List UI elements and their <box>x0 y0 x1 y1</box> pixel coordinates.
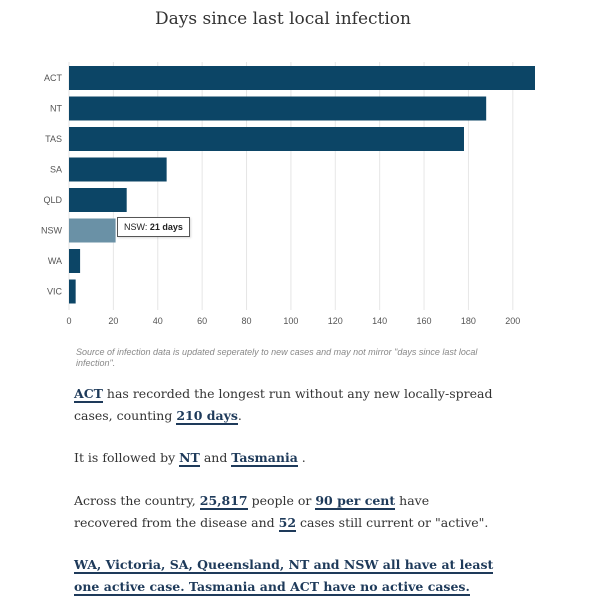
tooltip-label: NSW: <box>124 222 150 232</box>
text: have recovered from the disease and <box>74 493 430 530</box>
x-tick-label: 140 <box>372 316 387 326</box>
x-tick-labels: 0 20 40 60 80 100 120 140 160 180 200 <box>66 316 520 326</box>
category-label-sa: SA <box>50 165 62 175</box>
x-tick-label: 100 <box>283 316 298 326</box>
paragraph-followed-by: It is followed by NT and Tasmania . <box>74 447 494 469</box>
x-tick-label: 0 <box>66 316 71 326</box>
category-label-tas: TAS <box>45 134 62 144</box>
x-tick-label: 40 <box>153 316 163 326</box>
link-tasmania[interactable]: Tasmania <box>231 450 298 467</box>
bar-chart: ACT NT TAS SA QLD NSW WA VIC 0 20 40 60 80 100 120 140… <box>41 62 535 326</box>
bar-act[interactable] <box>69 66 535 90</box>
active-cases-summary: WA, Victoria, SA, Queensland, NT and NSW… <box>74 557 494 596</box>
text: cases still current or "active". <box>296 515 489 530</box>
bar-qld[interactable] <box>69 188 127 212</box>
category-label-wa: WA <box>48 256 62 266</box>
link-90-per-cent[interactable]: 90 per cent <box>315 493 396 510</box>
tooltip-value: 21 days <box>149 222 183 232</box>
category-label-vic: VIC <box>47 287 63 297</box>
tooltip: NSW: 21 days <box>117 217 190 237</box>
link-210-days[interactable]: 210 days <box>176 408 238 425</box>
x-tick-label: 20 <box>108 316 118 326</box>
bar-wa[interactable] <box>69 249 81 273</box>
paragraph-recovered: Across the country, 25,817 people or 90 … <box>74 490 494 534</box>
x-tick-label: 60 <box>197 316 207 326</box>
bar-sa[interactable] <box>69 157 167 182</box>
text: and <box>199 450 232 465</box>
x-tick-label: 80 <box>242 316 252 326</box>
text: people or <box>247 493 316 508</box>
text: . <box>297 450 306 465</box>
bar-tas[interactable] <box>69 127 464 151</box>
paragraph-active-cases: WA, Victoria, SA, Queensland, NT and NSW… <box>74 554 504 598</box>
bar-vic[interactable] <box>69 279 76 304</box>
category-label-act: ACT <box>44 73 63 83</box>
bars <box>69 66 535 304</box>
text: It is followed by <box>74 450 180 465</box>
source-note: Source of infection data is updated sepe… <box>76 347 478 368</box>
link-recovered-count[interactable]: 25,817 <box>199 493 248 510</box>
link-nt[interactable]: NT <box>179 450 200 467</box>
text: Across the country, <box>74 493 200 508</box>
bar-nsw[interactable] <box>69 218 116 243</box>
category-label-nt: NT <box>50 104 62 114</box>
category-label-nsw: NSW <box>41 226 63 236</box>
chart-title: Days since last local infection <box>154 9 411 29</box>
x-tick-label: 160 <box>417 316 432 326</box>
x-tick-label: 180 <box>461 316 476 326</box>
x-tick-label: 120 <box>328 316 343 326</box>
x-tick-label: 200 <box>505 316 520 326</box>
category-label-qld: QLD <box>43 195 62 205</box>
link-active-count[interactable]: 52 <box>278 515 297 532</box>
link-act[interactable]: ACT <box>74 386 103 403</box>
bar-nt[interactable] <box>69 96 487 121</box>
text: has recorded the longest run without any… <box>74 386 493 423</box>
category-labels: ACT NT TAS SA QLD NSW WA VIC <box>41 73 63 297</box>
text: . <box>237 408 242 423</box>
paragraph-longest-run: ACT has recorded the longest run without… <box>74 383 494 427</box>
